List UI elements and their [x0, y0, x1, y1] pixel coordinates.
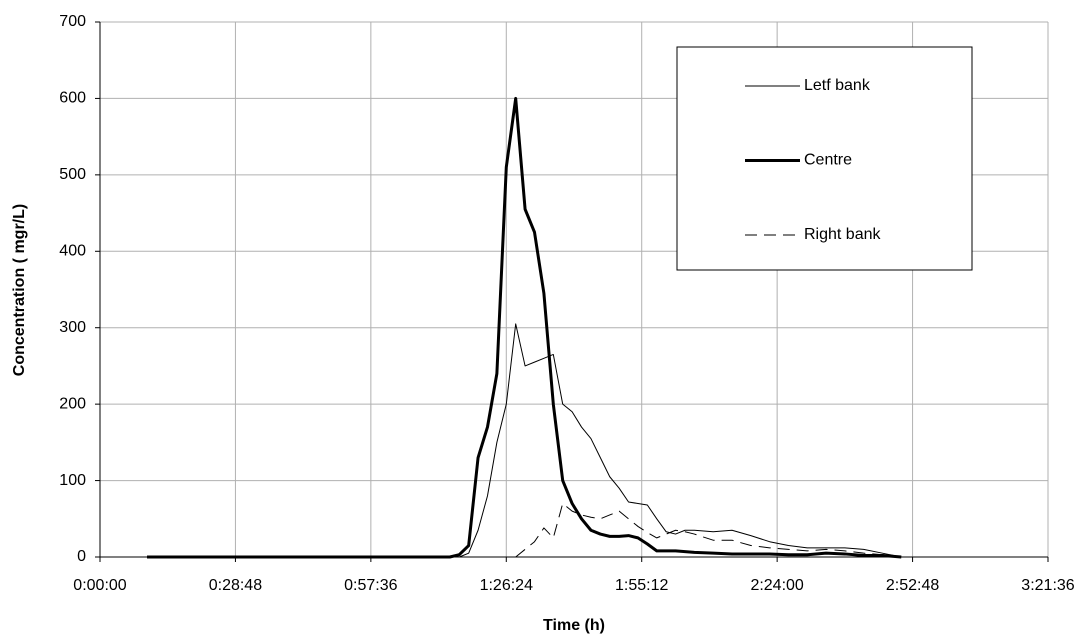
x-tick-label: 1:55:12: [615, 577, 668, 594]
series-line: [515, 503, 902, 558]
x-tick-label: 0:28:48: [209, 577, 262, 594]
legend-box: [676, 46, 973, 271]
x-tick-label: 1:26:24: [480, 577, 533, 594]
y-tick-label: 500: [59, 166, 86, 183]
x-tick-label: 2:24:00: [750, 577, 803, 594]
legend-label: Right bank: [804, 226, 881, 243]
y-tick-label: 300: [59, 319, 86, 336]
x-tick-label: 0:00:00: [73, 577, 126, 594]
y-tick-label: 700: [59, 13, 86, 30]
series-line: [147, 323, 902, 558]
x-axis-label: Time (h): [543, 617, 605, 634]
legend-label: Letf bank: [804, 77, 871, 94]
y-tick-label: 400: [59, 243, 86, 260]
y-tick-label: 600: [59, 90, 86, 107]
y-tick-label: 0: [77, 548, 86, 565]
y-axis-label: Concentration ( mgr/L): [11, 204, 28, 376]
x-tick-label: 0:57:36: [344, 577, 397, 594]
y-tick-label: 100: [59, 472, 86, 489]
x-tick-label: 3:21:36: [1021, 577, 1074, 594]
legend-label: Centre: [804, 152, 852, 169]
x-tick-label: 2:52:48: [886, 577, 939, 594]
y-tick-label: 200: [59, 395, 86, 412]
series-line: [147, 96, 902, 559]
